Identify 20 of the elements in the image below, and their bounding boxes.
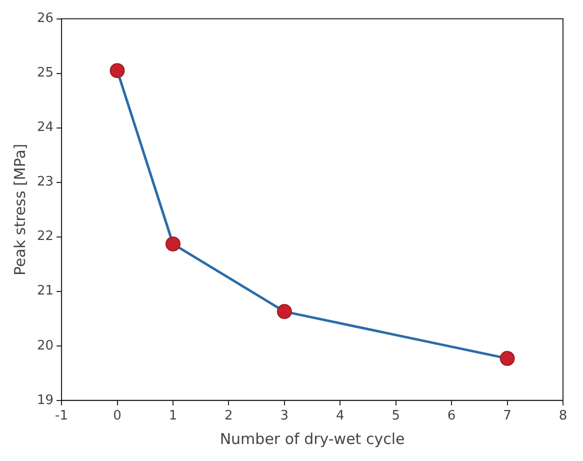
x-axis-title: Number of dry-wet cycle: [220, 430, 405, 448]
x-tick-label: 0: [113, 408, 122, 424]
x-tick-label: -1: [55, 408, 68, 424]
x-tick-label: 3: [280, 408, 289, 424]
y-tick-label: 20: [36, 338, 54, 354]
y-tick-label: 23: [36, 174, 54, 190]
y-tick-label: 19: [36, 392, 54, 408]
y-tick-label: 25: [36, 66, 54, 81]
x-tick-label: 6: [447, 408, 456, 424]
y-axis-title: Peak stress [MPa]: [10, 144, 29, 276]
x-tick-label: 5: [392, 408, 400, 424]
y-tick-label: 24: [36, 120, 54, 136]
x-tick-label: 1: [168, 408, 178, 424]
y-tick-label: 26: [36, 11, 54, 26]
y-tick-label: 21: [36, 284, 54, 299]
x-tick-label: 8: [558, 408, 568, 424]
y-tick-label: 22: [36, 229, 54, 244]
x-tick-label: 7: [503, 408, 512, 424]
x-tick-label: 2: [224, 408, 233, 424]
x-tick-label: 4: [336, 408, 344, 424]
